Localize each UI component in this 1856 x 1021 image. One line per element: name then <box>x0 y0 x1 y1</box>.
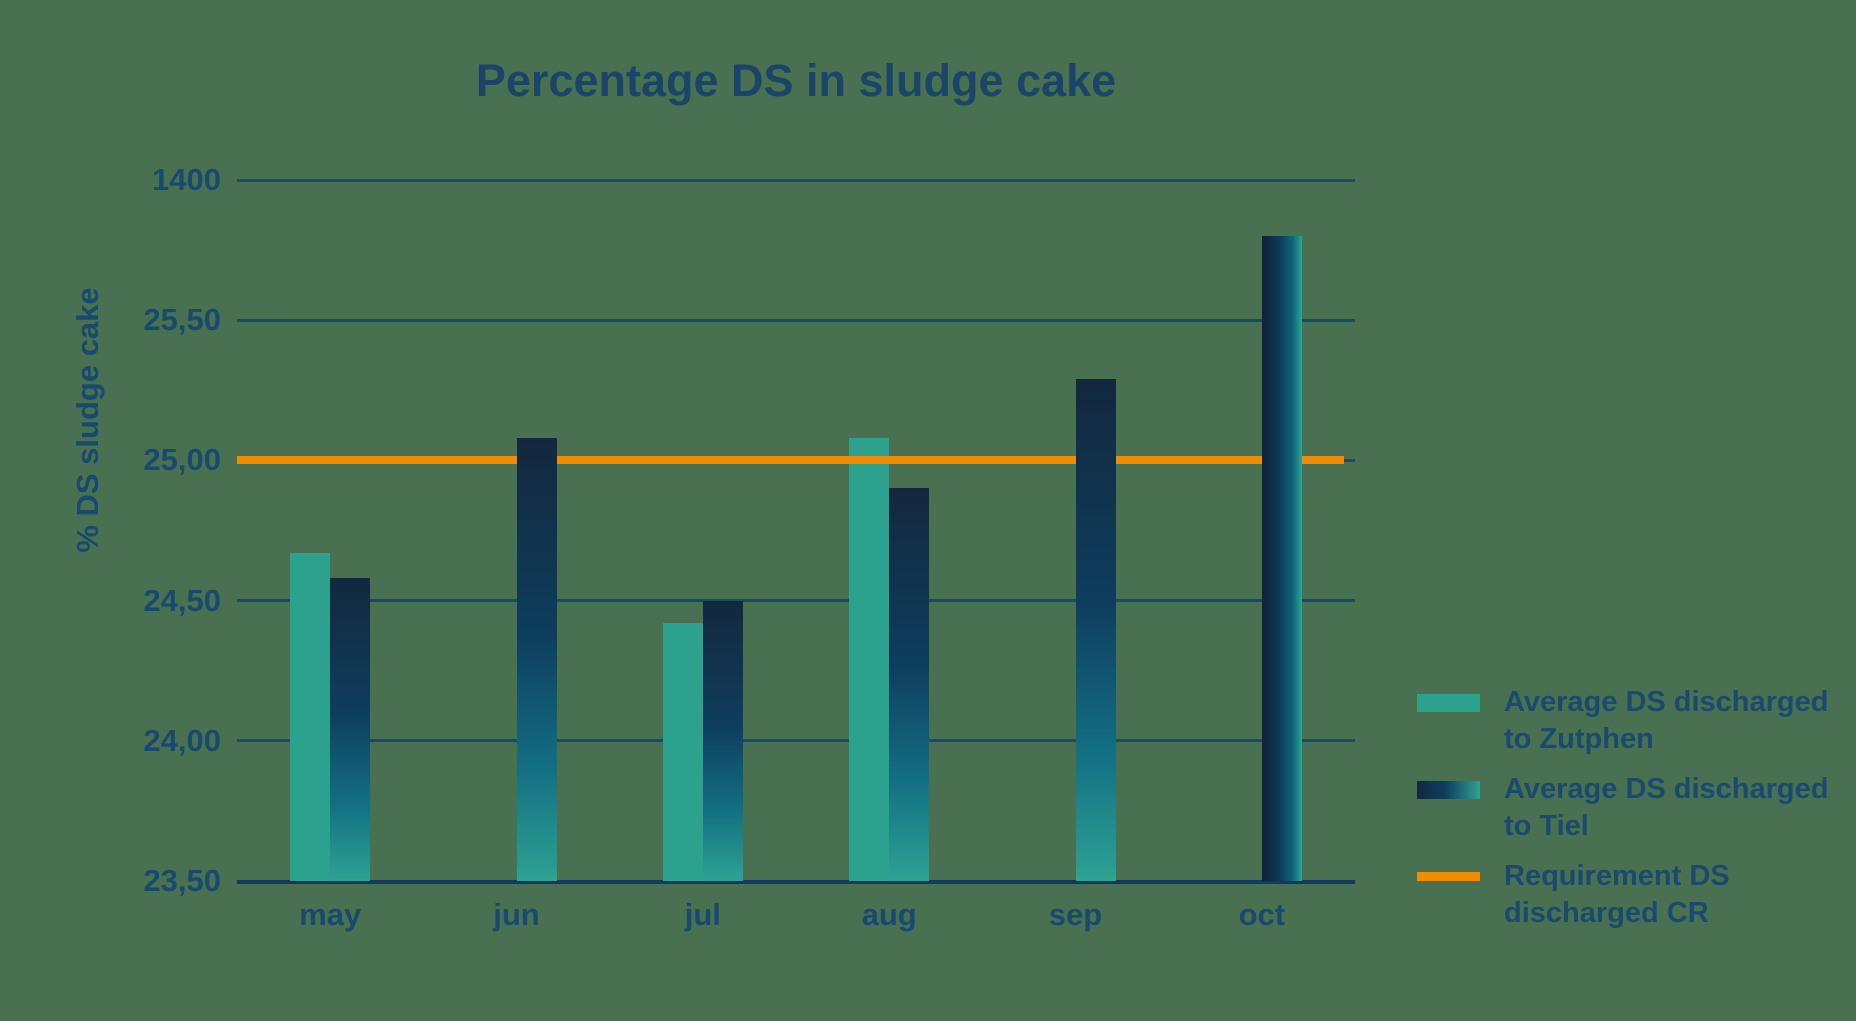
gridline-25,50 <box>237 318 1355 322</box>
bar-tiel-jul[interactable] <box>702 600 743 881</box>
legend-label-requirement: Requirement DS discharged CR <box>1504 858 1730 932</box>
bar-zutphen-aug[interactable] <box>849 437 890 881</box>
legend-label-zutphen-line1: Average DS discharged <box>1504 686 1829 718</box>
legend-item-requirement[interactable]: Requirement DS discharged CR <box>1417 858 1847 932</box>
y-tick-label-25,00: 25,00 <box>143 442 221 478</box>
bar-tiel-sep[interactable] <box>1075 379 1116 881</box>
legend-label-requirement-line2: discharged CR <box>1504 897 1709 929</box>
bar-zutphen-may[interactable] <box>290 552 331 881</box>
bar-tiel-jun[interactable] <box>516 437 557 881</box>
gridline-24,50 <box>237 599 1355 603</box>
y-tick-label-23,50: 23,50 <box>143 863 221 898</box>
tiel-swatch-icon <box>1417 781 1480 799</box>
bar-zutphen-jul[interactable] <box>662 623 703 881</box>
zutphen-swatch-icon <box>1417 694 1480 712</box>
legend-label-zutphen: Average DS discharged to Zutphen <box>1504 684 1829 758</box>
x-tick-label-oct: oct <box>1238 897 1286 932</box>
bar-tiel-may[interactable] <box>330 578 371 881</box>
y-tick-label-25,50: 25,50 <box>143 302 221 338</box>
x-tick-label-aug: aug <box>861 897 917 932</box>
legend-item-tiel[interactable]: Average DS discharged to Tiel <box>1417 771 1847 845</box>
legend: Average DS discharged to Zutphen Average… <box>1417 684 1847 945</box>
plot-area: 1400 25,50 25,00 24,50 24,00 23,50 may jun jul au… <box>143 162 1355 932</box>
gridline-1400 <box>237 178 1355 182</box>
gridline-23,50 <box>237 879 1355 884</box>
legend-label-tiel-line1: Average DS discharged <box>1504 773 1829 805</box>
legend-label-zutphen-line2: to Zutphen <box>1504 723 1654 755</box>
x-tick-label-may: may <box>299 897 362 932</box>
bar-tiel-aug[interactable] <box>889 488 930 881</box>
x-tick-label-jul: jul <box>684 897 721 932</box>
gridline-24,00 <box>237 739 1355 743</box>
requirement-swatch-icon <box>1417 872 1480 881</box>
y-tick-label-24,50: 24,50 <box>143 582 221 618</box>
requirement-line <box>237 456 1344 465</box>
legend-item-zutphen[interactable]: Average DS discharged to Zutphen <box>1417 684 1847 758</box>
bar-tiel-oct[interactable] <box>1261 236 1302 881</box>
y-tick-label-24,00: 24,00 <box>143 722 221 758</box>
legend-label-tiel-line2: to Tiel <box>1504 810 1589 842</box>
y-tick-label-1400: 1400 <box>152 162 221 197</box>
legend-label-requirement-line1: Requirement DS <box>1504 860 1730 892</box>
chart-title: Percentage DS in sludge cake <box>475 55 1117 106</box>
x-tick-label-sep: sep <box>1048 897 1103 932</box>
legend-label-tiel: Average DS discharged to Tiel <box>1504 771 1829 845</box>
x-tick-label-jun: jun <box>493 897 540 932</box>
